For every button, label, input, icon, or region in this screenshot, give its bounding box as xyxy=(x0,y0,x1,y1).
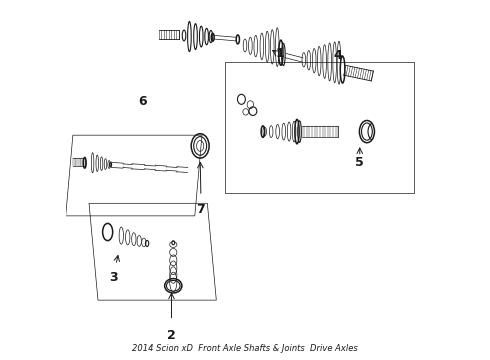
Text: 1: 1 xyxy=(276,47,285,60)
Text: 2014 Scion xD  Front Axle Shafts & Joints  Drive Axles: 2014 Scion xD Front Axle Shafts & Joints… xyxy=(132,344,358,353)
Text: 3: 3 xyxy=(109,271,118,284)
Text: 2: 2 xyxy=(167,329,176,342)
Text: 5: 5 xyxy=(355,156,364,169)
Text: 7: 7 xyxy=(196,203,205,216)
Text: 4: 4 xyxy=(333,49,342,62)
Text: 6: 6 xyxy=(139,95,147,108)
